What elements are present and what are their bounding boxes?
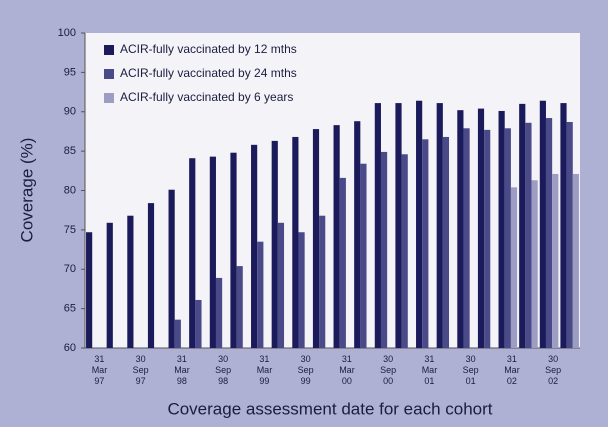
bar [525, 122, 532, 349]
x-tick-label: 31 Mar 97 [92, 354, 108, 386]
bar [416, 100, 423, 348]
bar [339, 177, 346, 348]
bar [189, 158, 196, 348]
x-tick-label: 31 Mar 02 [504, 354, 520, 386]
bar [442, 136, 450, 348]
bar [230, 152, 237, 348]
x-tick-label: 30 Sep 99 [298, 354, 314, 386]
x-tick-label: 30 Sep 98 [215, 354, 231, 386]
bar [498, 110, 505, 349]
x-tick-label: 30 Sep 02 [545, 354, 561, 386]
y-tick-label: 95 [64, 66, 76, 78]
y-tick-label: 60 [64, 342, 76, 354]
bar [333, 125, 340, 348]
bar [271, 140, 278, 348]
bar [236, 266, 243, 348]
bar [195, 299, 202, 348]
x-tick-label: 31 Mar 01 [422, 354, 438, 386]
bar [168, 189, 175, 348]
y-tick-label: 80 [64, 184, 76, 196]
bar [174, 319, 181, 348]
bar [572, 173, 579, 348]
bar [251, 144, 258, 348]
bar [127, 215, 134, 348]
bar [319, 215, 326, 348]
x-tick-label: 30 Sep 01 [463, 354, 479, 386]
legend-swatch [104, 93, 114, 103]
bar [519, 103, 526, 348]
bar [401, 154, 408, 348]
legend-label: ACIR-fully vaccinated by 6 years [120, 90, 293, 104]
bar [257, 241, 264, 348]
bar [354, 121, 361, 348]
bar [380, 151, 388, 348]
bar [395, 103, 402, 349]
bar [504, 128, 511, 348]
y-axis-title: Coverage (%) [17, 138, 36, 243]
legend-swatch [104, 45, 114, 55]
legend-label: ACIR-fully vaccinated by 24 mths [120, 66, 297, 80]
bar [545, 118, 553, 348]
y-tick-label: 90 [64, 106, 76, 118]
bar [86, 232, 93, 348]
bar [292, 136, 299, 348]
bar [560, 103, 567, 349]
bar [463, 128, 470, 348]
y-tick-label: 85 [64, 145, 76, 157]
bar [277, 222, 285, 348]
bar [374, 103, 381, 349]
x-axis-title: Coverage assessment date for each cohort [167, 399, 492, 418]
bar [312, 129, 320, 348]
bar [510, 187, 518, 348]
x-tick-label: 31 Mar 00 [339, 354, 355, 386]
bar [457, 110, 464, 348]
y-tick-label: 100 [58, 27, 76, 39]
bar [539, 100, 546, 348]
x-tick-label: 31 Mar 98 [174, 354, 190, 386]
legend-label: ACIR-fully vaccinated by 12 mths [120, 42, 297, 56]
bar [215, 277, 223, 348]
bar [477, 108, 485, 348]
bar [552, 173, 559, 348]
bar [531, 180, 538, 348]
bar [484, 129, 491, 348]
y-tick-label: 75 [64, 224, 76, 236]
y-tick-label: 65 [64, 303, 76, 315]
plot-area [85, 33, 580, 348]
bar [566, 121, 573, 348]
bar [436, 103, 443, 349]
bar [106, 222, 113, 348]
x-tick-label: 30 Sep 97 [133, 354, 149, 386]
legend-swatch [104, 69, 114, 79]
bar [422, 139, 429, 348]
bar [298, 232, 305, 348]
bar [360, 163, 367, 348]
y-tick-label: 70 [64, 263, 76, 275]
x-tick-label: 30 Sep 00 [380, 354, 396, 386]
x-tick-label: 31 Mar 99 [257, 354, 273, 386]
bar [209, 156, 216, 348]
bar [147, 203, 155, 348]
